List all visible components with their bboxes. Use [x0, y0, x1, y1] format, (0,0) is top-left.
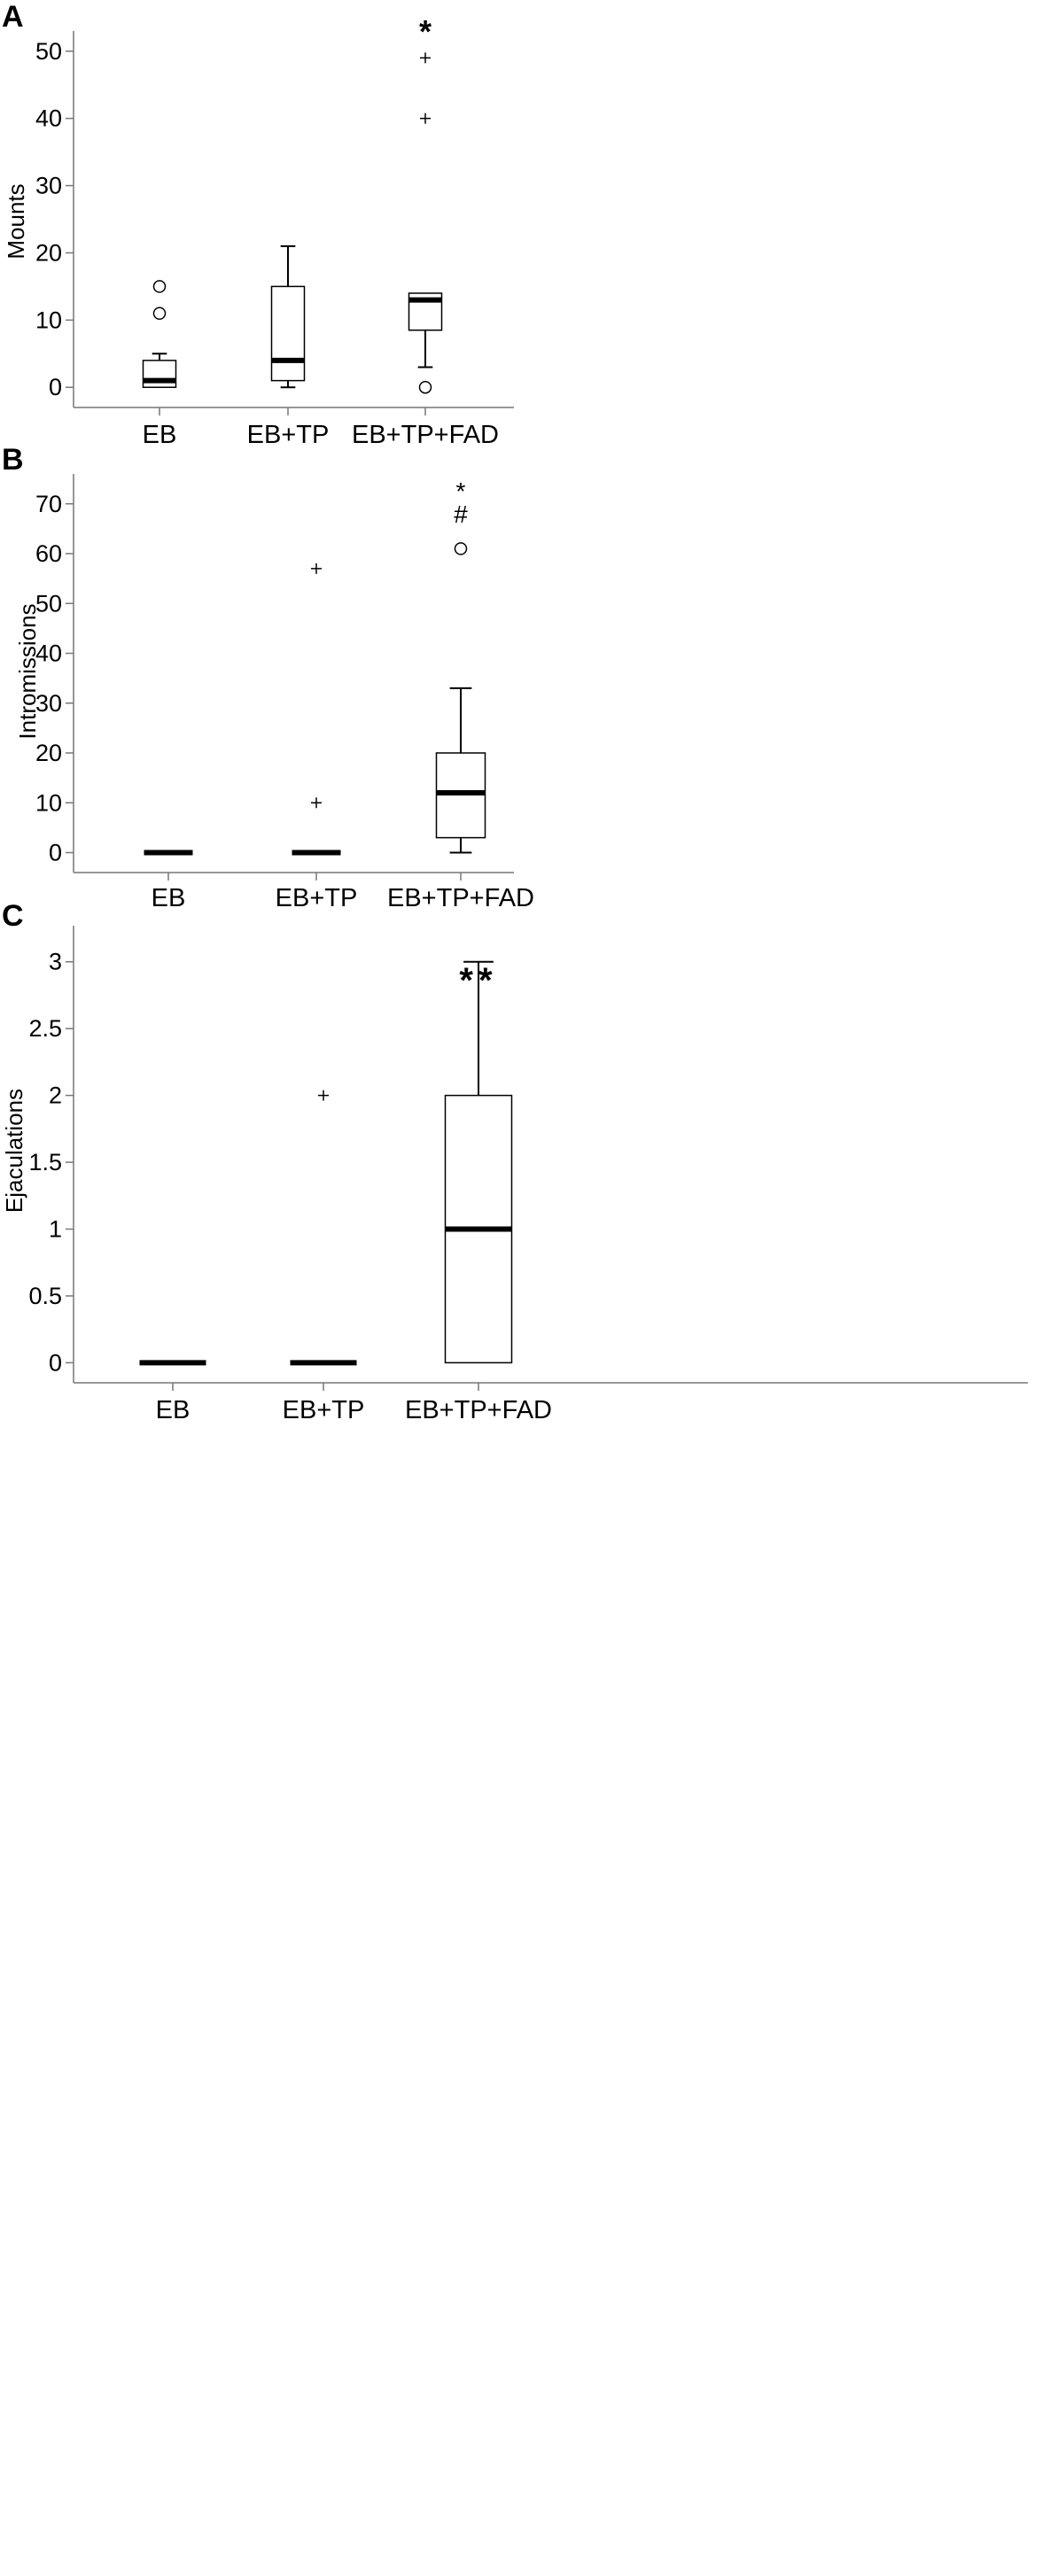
panel-label: B: [2, 443, 24, 477]
y-tick-label: 0: [49, 374, 62, 400]
y-tick-label: 2: [49, 1082, 62, 1109]
x-tick-label: EB+TP+FAD: [352, 421, 499, 449]
y-axis-title: Ejaculations: [1, 1089, 27, 1213]
outlier-circle: [454, 542, 468, 555]
box-iqr: [270, 285, 306, 382]
x-tick-label: EB+TP+FAD: [387, 884, 534, 912]
y-tick-label: 70: [35, 491, 62, 517]
x-tick-label: EB: [152, 884, 186, 912]
y-tick-label: 60: [35, 540, 62, 567]
x-tick-label: EB+TP+FAD: [405, 1396, 552, 1424]
box-eb-tp: [290, 1090, 357, 1366]
outlier-plus: [318, 1090, 329, 1101]
box-eb-tp: [292, 563, 341, 856]
outlier-plus: [311, 563, 322, 574]
y-axis-title: Mounts: [3, 183, 29, 259]
outlier-circle: [152, 306, 167, 320]
significance-mark: *: [419, 13, 432, 50]
panel-label: A: [2, 0, 24, 34]
y-tick-label: 40: [35, 640, 62, 667]
y-tick-label: 40: [35, 105, 62, 132]
chart-panel-b: B 0 10 20 30 40 50 60 70 Intromissions EB EB+TP EB+T…: [2, 443, 534, 912]
y-tick-label: 20: [35, 239, 62, 266]
y-tick-label: 0.5: [28, 1283, 62, 1309]
box-iqr: [142, 360, 177, 388]
significance-mark: #: [454, 500, 468, 528]
outlier-circle: [418, 380, 432, 394]
significance-mark: **: [459, 961, 497, 1000]
significance-mark: *: [456, 477, 466, 505]
y-tick-label: 1: [49, 1215, 62, 1242]
x-tick-label: EB+TP: [283, 1396, 365, 1424]
y-tick-label: 10: [35, 789, 62, 816]
outlier-plus: [420, 52, 431, 64]
box-eb-tp-fad: [408, 52, 443, 394]
y-tick-label: 2.5: [28, 1015, 62, 1042]
chart-panel-a: A 0 10 20 30 40 50 Mounts EB EB+TP EB+TP+FAD *: [2, 0, 514, 449]
y-tick-label: 50: [35, 38, 62, 65]
y-tick-label: 30: [35, 173, 62, 199]
y-tick-label: 20: [35, 740, 62, 766]
x-tick-label: EB+TP: [247, 421, 330, 449]
x-tick-label: EB: [143, 421, 177, 449]
y-tick-label: 1.5: [28, 1149, 62, 1175]
box-eb: [142, 280, 177, 388]
y-tick-label: 10: [35, 306, 62, 333]
outlier-plus: [311, 797, 322, 809]
outlier-circle: [152, 280, 167, 293]
box-eb-tp: [270, 244, 306, 389]
y-tick-label: 0: [49, 1349, 62, 1376]
x-tick-label: EB: [156, 1396, 191, 1424]
x-tick-label: EB+TP: [276, 884, 358, 912]
panel-label: C: [2, 899, 24, 933]
outlier-plus: [420, 113, 431, 124]
y-axis-title: Intromissions: [14, 603, 41, 739]
y-tick-label: 30: [35, 690, 62, 717]
y-tick-label: 50: [35, 590, 62, 617]
y-tick-label: 0: [49, 840, 62, 866]
box-eb-tp-fad: [444, 960, 513, 1364]
box-eb-tp-fad: [435, 542, 486, 854]
y-tick-label: 3: [49, 949, 62, 975]
chart-panel-c: C 0 0.5 1 1.5 2 2.5 3 Ejaculations EB EB+TP EB+TP+F…: [1, 899, 1028, 1424]
